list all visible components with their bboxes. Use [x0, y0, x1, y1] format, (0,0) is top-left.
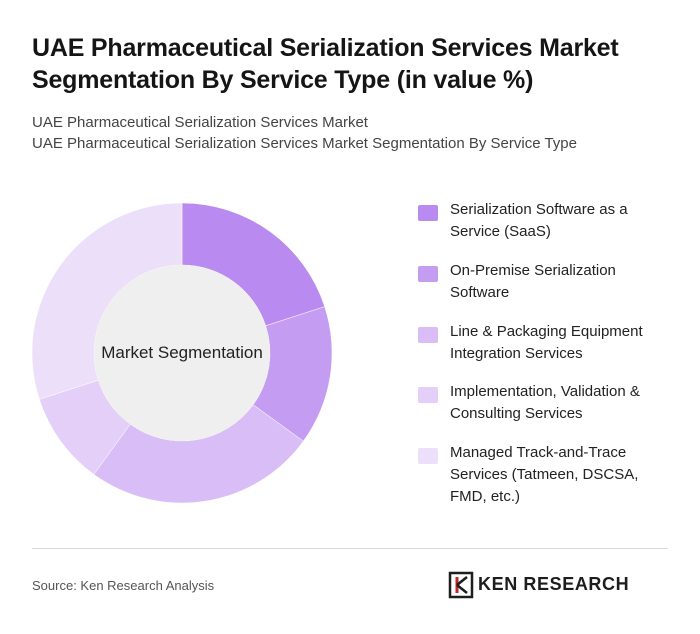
breadcrumb-segmentation: UAE Pharmaceutical Serialization Service…	[32, 135, 577, 152]
legend-swatch	[418, 327, 438, 343]
ken-research-logo: KEN RESEARCH	[448, 571, 670, 599]
breadcrumb-market: UAE Pharmaceutical Serialization Service…	[32, 114, 368, 131]
legend-swatch	[418, 387, 438, 403]
donut-hole	[94, 265, 270, 441]
donut-center-label: Market Segmentation	[101, 343, 263, 362]
footer-divider	[32, 548, 668, 549]
legend-label: Implementation, Validation & Consulting …	[450, 383, 640, 422]
legend-swatch	[418, 205, 438, 221]
legend-swatch	[418, 266, 438, 282]
brand-name: KEN RESEARCH	[478, 574, 630, 594]
donut-chart	[22, 193, 342, 513]
source-note: Source: Ken Research Analysis	[32, 578, 215, 593]
legend-swatch	[418, 448, 438, 464]
ken-research-logo-icon	[448, 571, 474, 599]
legend-label: Serialization Software as a Service (Saa…	[450, 201, 628, 240]
legend-label: On-Premise Serialization Software	[450, 262, 616, 301]
donut-svg	[31, 202, 333, 504]
legend-label: Managed Track-and-Trace Services (Tatmee…	[450, 444, 639, 505]
legend-label: Line & Packaging Equipment Integration S…	[450, 323, 643, 362]
chart-title: UAE Pharmaceutical Serialization Service…	[32, 34, 619, 94]
